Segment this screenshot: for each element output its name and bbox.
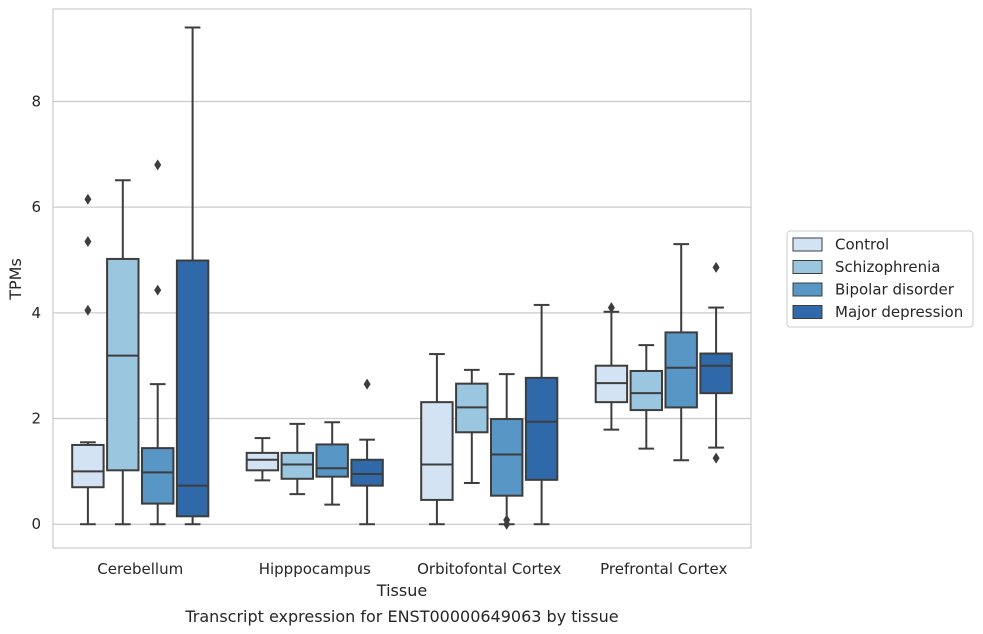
y-tick-label: 2 — [31, 410, 41, 428]
outlier-point — [503, 514, 511, 526]
y-axis-ticks: 0 2 4 6 8 — [31, 92, 41, 533]
box-control — [71, 193, 105, 526]
legend-label: Bipolar disorder — [835, 281, 955, 299]
box-control — [594, 302, 629, 431]
box-body — [140, 447, 175, 505]
legend-frame — [786, 230, 974, 328]
box-body — [664, 331, 698, 409]
outlier-point — [84, 193, 92, 205]
box-bipolar-disorder — [315, 421, 349, 506]
box-major-depression — [524, 303, 559, 526]
x-tick-label: Prefrontal Cortex — [600, 560, 727, 578]
y-tick-label: 6 — [31, 198, 41, 216]
legend-swatch — [792, 305, 823, 319]
box-major-depression — [350, 378, 384, 526]
legend-swatch — [792, 237, 823, 252]
outlier-point — [84, 304, 92, 316]
x-tick-label: Cerebellum — [97, 560, 183, 578]
x-axis-label: Tissue — [376, 581, 427, 600]
outlier-point — [712, 452, 720, 464]
box-body — [350, 458, 384, 487]
box-body — [175, 259, 210, 518]
x-axis-ticks: Cerebellum Hipppocampus Orbitofontal Corte… — [97, 560, 727, 578]
box-body — [71, 443, 105, 489]
box-schizophrenia — [629, 344, 664, 450]
outlier-point — [154, 284, 162, 296]
box-schizophrenia — [106, 179, 140, 526]
box-bipolar-disorder — [140, 159, 175, 526]
y-axis-label: TPMs — [6, 258, 25, 301]
box-body — [315, 443, 349, 478]
legend-label: Control — [835, 236, 889, 254]
legend-label: Major depression — [835, 303, 963, 321]
box-schizophrenia — [455, 368, 489, 485]
y-tick-label: 4 — [31, 304, 41, 322]
box-body — [280, 451, 315, 480]
legend: Control Schizophrenia Bipolar disorder Majo… — [786, 230, 974, 328]
box-bipolar-disorder — [664, 243, 698, 462]
y-tick-label: 8 — [31, 92, 41, 110]
box-body — [420, 401, 454, 501]
box-major-depression — [175, 26, 210, 526]
box-marks — [71, 26, 733, 530]
box-bipolar-disorder — [489, 373, 524, 530]
y-tick-label: 0 — [31, 515, 41, 533]
legend-swatch — [792, 260, 823, 274]
box-control — [420, 353, 454, 526]
box-body — [629, 369, 664, 412]
box-body — [106, 257, 140, 472]
legend-label: Schizophrenia — [835, 258, 940, 276]
outlier-point — [712, 261, 720, 273]
x-tick-label: Hipppocampus — [259, 560, 371, 578]
outlier-point — [154, 159, 162, 171]
box-control — [245, 437, 280, 482]
outlier-point — [84, 236, 92, 248]
chart-caption: Transcript expression for ENST0000064906… — [184, 607, 618, 626]
outlier-point — [363, 378, 371, 390]
box-body — [245, 451, 280, 472]
box-schizophrenia — [280, 422, 315, 496]
legend-swatch — [792, 282, 823, 297]
box-body — [699, 352, 733, 395]
box-body — [524, 376, 559, 481]
box-body — [489, 418, 524, 497]
box-major-depression — [699, 261, 733, 464]
outlier-point — [607, 302, 615, 314]
x-tick-label: Orbitofontal Cortex — [417, 560, 561, 578]
grid-lines — [53, 100, 751, 525]
plot-area-frame — [52, 8, 752, 549]
